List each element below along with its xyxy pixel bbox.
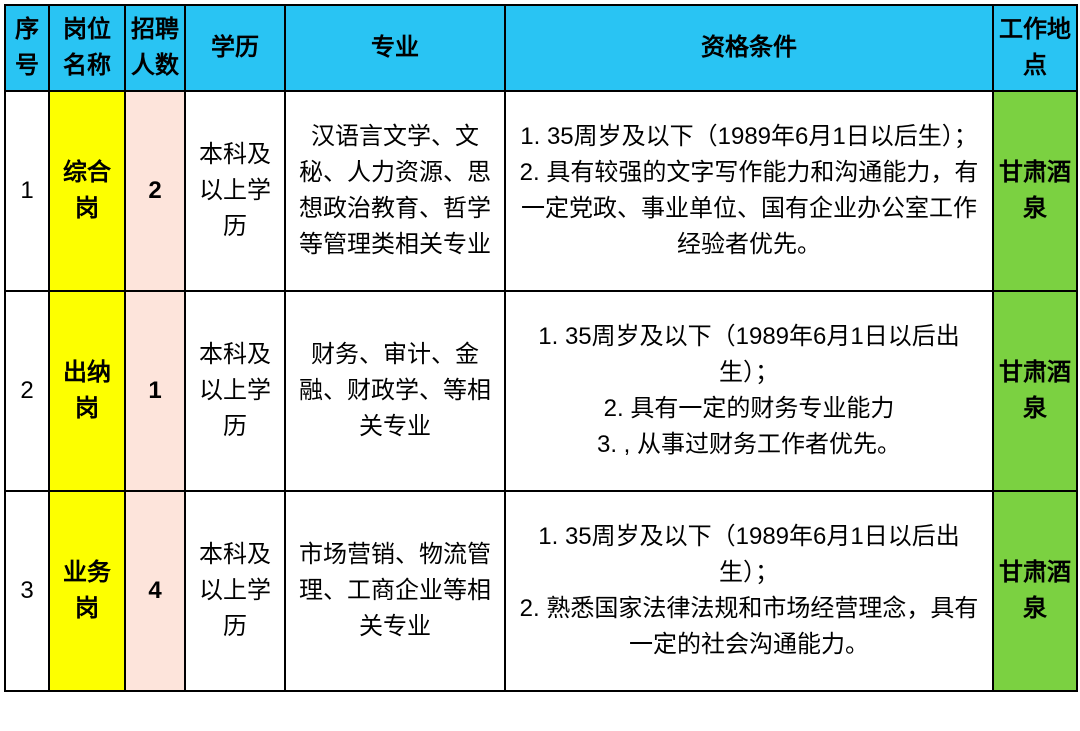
cell-education: 本科及以上学历	[185, 91, 285, 291]
header-seq: 序号	[5, 5, 49, 91]
cell-seq: 2	[5, 291, 49, 491]
cell-location: 甘肃酒泉	[993, 491, 1077, 691]
cell-qualification: 1. 35周岁及以下（1989年6月1日以后生）；2. 具有较强的文字写作能力和…	[505, 91, 993, 291]
header-count: 招聘人数	[125, 5, 185, 91]
header-education: 学历	[185, 5, 285, 91]
table-row: 1 综合岗 2 本科及以上学历 汉语言文学、文秘、人力资源、思想政治教育、哲学等…	[5, 91, 1077, 291]
header-location: 工作地点	[993, 5, 1077, 91]
cell-major: 汉语言文学、文秘、人力资源、思想政治教育、哲学等管理类相关专业	[285, 91, 505, 291]
cell-qualification: 1. 35周岁及以下（1989年6月1日以后出生）；2. 熟悉国家法律法规和市场…	[505, 491, 993, 691]
header-major: 专业	[285, 5, 505, 91]
cell-position: 出纳岗	[49, 291, 125, 491]
recruitment-table: 序号 岗位名称 招聘人数 学历 专业 资格条件 工作地点 1 综合岗 2 本科及…	[4, 4, 1078, 692]
cell-qualification: 1. 35周岁及以下（1989年6月1日以后出生）；2. 具有一定的财务专业能力…	[505, 291, 993, 491]
header-qualification: 资格条件	[505, 5, 993, 91]
cell-count: 2	[125, 91, 185, 291]
table-header-row: 序号 岗位名称 招聘人数 学历 专业 资格条件 工作地点	[5, 5, 1077, 91]
cell-count: 4	[125, 491, 185, 691]
table-row: 2 出纳岗 1 本科及以上学历 财务、审计、金融、财政学、等相关专业 1. 35…	[5, 291, 1077, 491]
cell-seq: 3	[5, 491, 49, 691]
cell-education: 本科及以上学历	[185, 291, 285, 491]
cell-education: 本科及以上学历	[185, 491, 285, 691]
header-position: 岗位名称	[49, 5, 125, 91]
cell-seq: 1	[5, 91, 49, 291]
cell-location: 甘肃酒泉	[993, 91, 1077, 291]
table-row: 3 业务岗 4 本科及以上学历 市场营销、物流管理、工商企业等相关专业 1. 3…	[5, 491, 1077, 691]
cell-position: 综合岗	[49, 91, 125, 291]
cell-major: 市场营销、物流管理、工商企业等相关专业	[285, 491, 505, 691]
cell-position: 业务岗	[49, 491, 125, 691]
cell-count: 1	[125, 291, 185, 491]
cell-location: 甘肃酒泉	[993, 291, 1077, 491]
cell-major: 财务、审计、金融、财政学、等相关专业	[285, 291, 505, 491]
table-body: 1 综合岗 2 本科及以上学历 汉语言文学、文秘、人力资源、思想政治教育、哲学等…	[5, 91, 1077, 691]
